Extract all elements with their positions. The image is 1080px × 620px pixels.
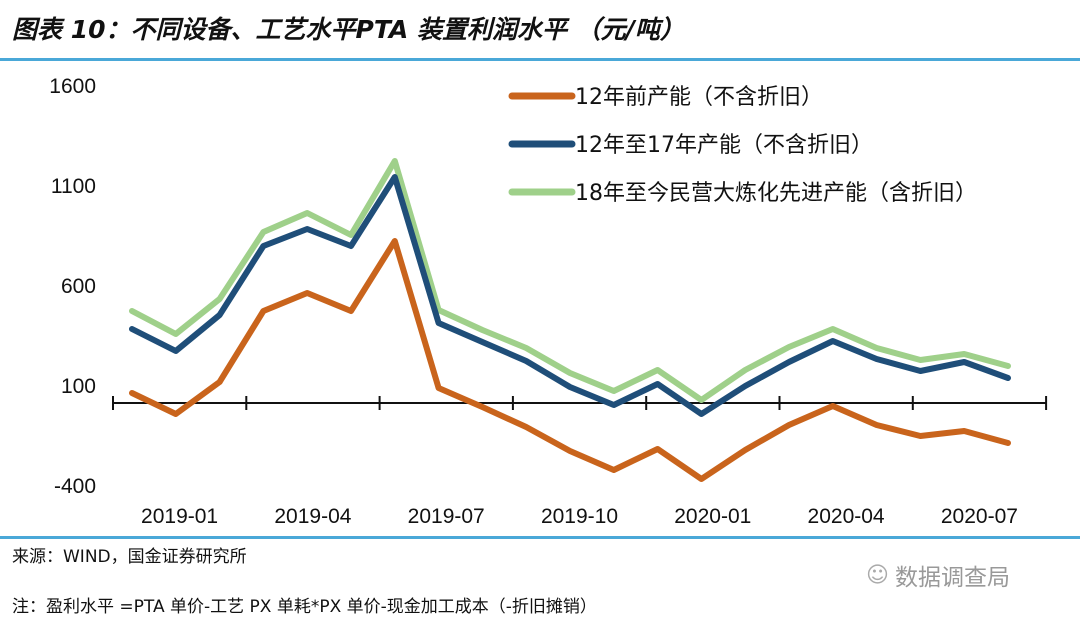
watermark-text: 数据调查局	[894, 565, 1010, 591]
chart-title: 图表 10：不同设备、工艺水平PTA 装置利润水平 （元/吨）	[12, 15, 685, 44]
series-line-3	[129, 158, 1011, 403]
y-tick-label: 1600	[49, 75, 96, 98]
x-tick-label: 2019-04	[274, 505, 351, 528]
x-tick-label: 2019-07	[408, 505, 485, 528]
y-tick-label: 600	[61, 275, 96, 298]
footer-divider	[0, 536, 1080, 539]
note-text: 注：盈利水平 =PTA 单价-工艺 PX 单耗*PX 单价-现金加工成本（-折旧…	[12, 597, 597, 617]
source-text: 来源：WIND，国金证券研究所	[12, 547, 247, 567]
legend-label-3: 18年至今民营大炼化先进产能（含折旧）	[575, 181, 977, 206]
y-tick-label: -400	[54, 475, 96, 498]
x-tick-label: 2020-07	[941, 505, 1018, 528]
watermark: ☺ 数据调查局	[866, 558, 1010, 592]
x-tick-label: 2019-01	[141, 505, 218, 528]
series-line-1	[129, 238, 1011, 482]
wechat-icon: ☺	[866, 562, 889, 588]
series-line-2	[129, 174, 1011, 417]
x-tick-label: 2019-10	[541, 505, 618, 528]
y-tick-label: 1100	[51, 175, 96, 198]
title-divider	[0, 58, 1080, 61]
y-tick-label: 100	[61, 375, 96, 398]
x-tick-label: 2020-01	[674, 505, 751, 528]
legend-label-2: 12年至17年产能（不含折旧）	[575, 133, 873, 158]
legend-label-1: 12年前产能（不含折旧）	[575, 85, 823, 110]
x-tick-label: 2020-04	[808, 505, 885, 528]
